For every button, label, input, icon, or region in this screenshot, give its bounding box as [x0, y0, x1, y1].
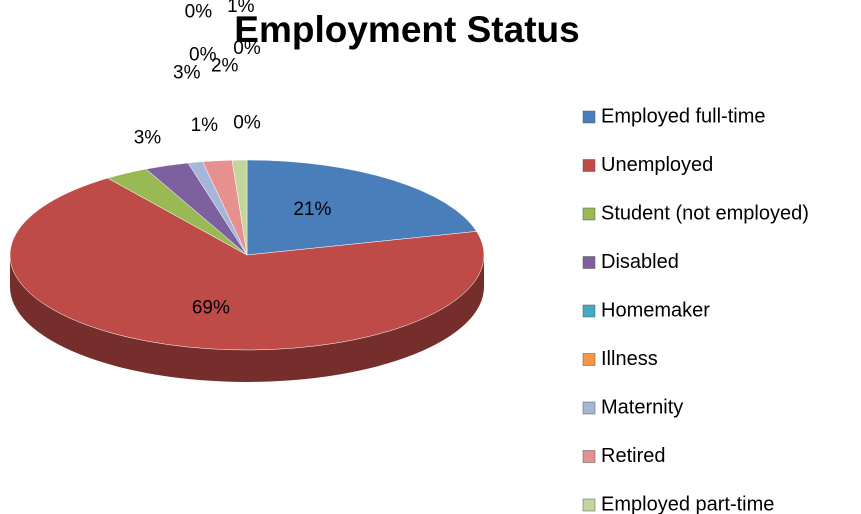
legend-swatch [582, 450, 596, 463]
legend-swatch [582, 304, 596, 318]
legend-label: Employed full-time [601, 105, 766, 127]
legend-label: Homemaker [601, 299, 710, 321]
legend-label: Employed part-time [601, 493, 774, 514]
legend-swatch [582, 110, 596, 124]
data-label: 21% [293, 199, 331, 220]
data-label: 3% [173, 63, 201, 84]
legend-swatch [582, 353, 596, 366]
pie-slice [231, 159, 248, 256]
legend-label: Maternity [601, 396, 683, 418]
legend-swatch [582, 207, 596, 221]
pie-slice [9, 177, 485, 351]
legend-swatch [582, 159, 596, 172]
pie-side [10, 255, 484, 382]
data-label: 0% [233, 38, 261, 59]
data-label: 69% [192, 298, 230, 319]
legend-swatch [582, 401, 596, 415]
data-label: 0% [189, 44, 217, 65]
data-label: 1% [227, 0, 255, 17]
legend-swatch [582, 498, 596, 512]
data-label: 0% [185, 2, 213, 23]
legend-label: Unemployed [601, 154, 713, 176]
legend-label: Retired [601, 445, 665, 467]
pie-slice [246, 159, 477, 256]
chart-title: Employment Status [234, 9, 579, 50]
data-label: 2% [211, 55, 239, 76]
legend-label: Disabled [601, 251, 679, 273]
legend-label: Student (not employed) [601, 202, 809, 224]
data-label: 0% [233, 113, 261, 134]
data-label: 1% [191, 115, 219, 136]
legend-label: Illness [601, 348, 658, 370]
legend-swatch [582, 256, 596, 269]
data-label: 3% [134, 127, 162, 148]
